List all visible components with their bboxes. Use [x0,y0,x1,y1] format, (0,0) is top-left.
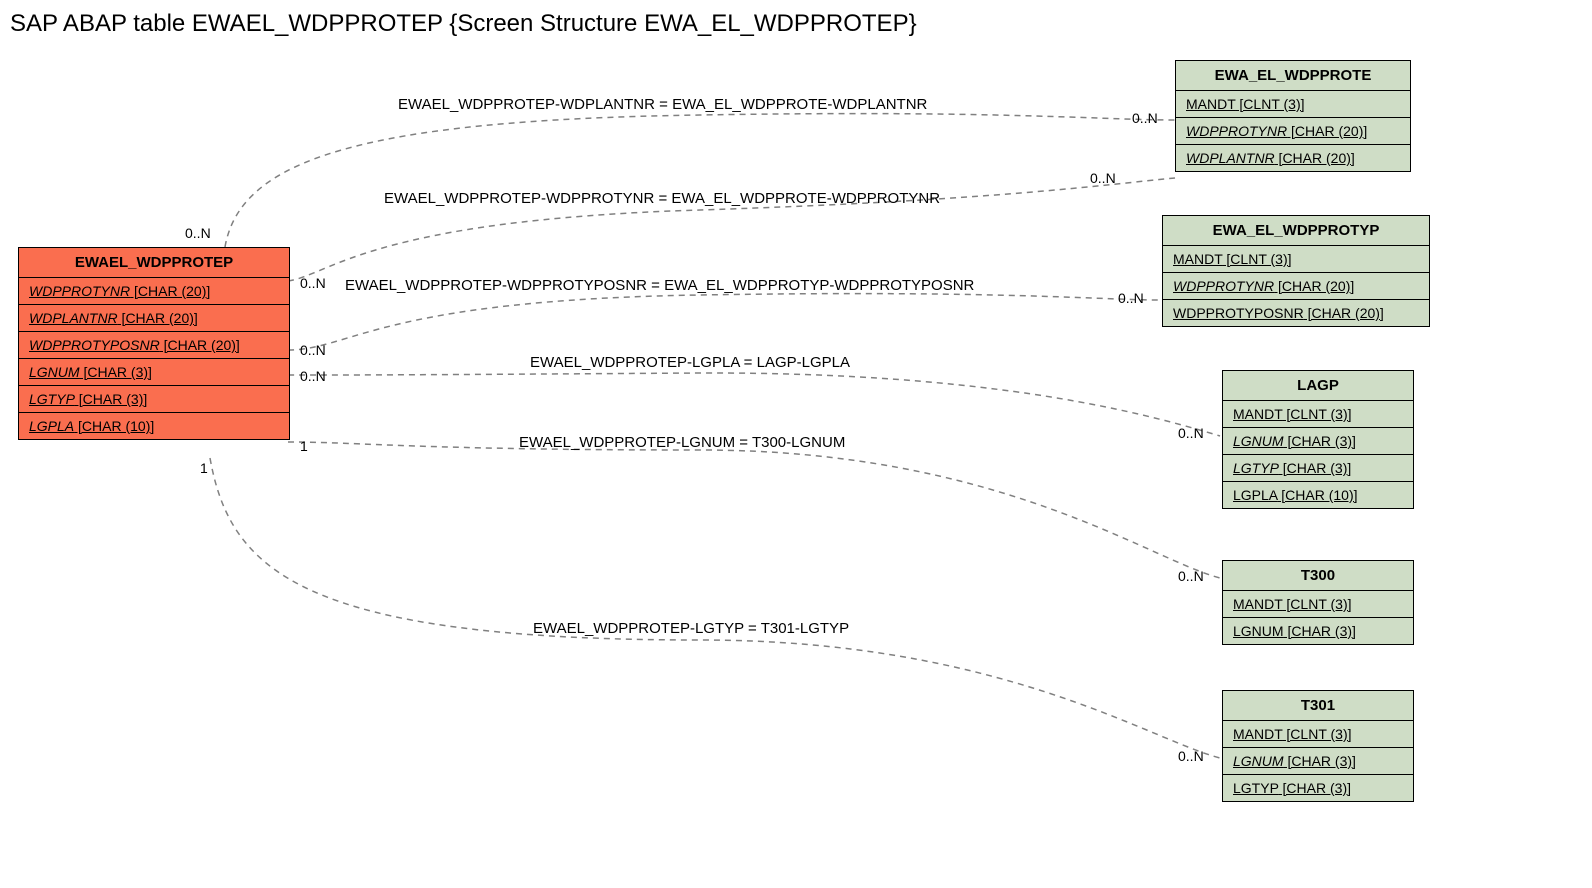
entity-field: WDPLANTNR [CHAR (20)] [19,305,289,332]
edge-label: EWAEL_WDPPROTEP-LGPLA = LAGP-LGPLA [530,354,850,371]
cardinality-dst: 0..N [1118,290,1144,306]
edge-label: EWAEL_WDPPROTEP-LGTYP = T301-LGTYP [533,620,849,637]
cardinality-src: 0..N [300,368,326,384]
entity-field: WDPPROTYPOSNR [CHAR (20)] [19,332,289,359]
cardinality-src: 0..N [300,275,326,291]
edge-label: EWAEL_WDPPROTEP-LGNUM = T300-LGNUM [519,434,845,451]
diagram-title: SAP ABAP table EWAEL_WDPPROTEP {Screen S… [10,10,917,38]
entity-field: MANDT [CLNT (3)] [1163,246,1429,273]
entity-header: EWA_EL_WDPPROTE [1176,61,1410,91]
cardinality-src: 0..N [185,225,211,241]
entity-field: LGNUM [CHAR (3)] [1223,618,1413,644]
entity-lagp: LAGPMANDT [CLNT (3)]LGNUM [CHAR (3)]LGTY… [1222,370,1414,509]
entity-field: WDPLANTNR [CHAR (20)] [1176,145,1410,171]
edge-label: EWAEL_WDPPROTEP-WDPPROTYNR = EWA_EL_WDPP… [384,190,940,207]
entity-field: WDPPROTYNR [CHAR (20)] [19,278,289,305]
edge-line [225,114,1175,247]
entity-header: T301 [1223,691,1413,721]
cardinality-dst: 0..N [1178,568,1204,584]
edge-line [210,458,1220,758]
entity-header: LAGP [1223,371,1413,401]
entity-header: T300 [1223,561,1413,591]
entity-field: MANDT [CLNT (3)] [1176,91,1410,118]
entity-field: MANDT [CLNT (3)] [1223,401,1413,428]
entity-field: LGTYP [CHAR (3)] [1223,455,1413,482]
entity-ewa_el_wdpprotyp: EWA_EL_WDPPROTYPMANDT [CLNT (3)]WDPPROTY… [1162,215,1430,327]
entity-field: LGNUM [CHAR (3)] [1223,748,1413,775]
cardinality-dst: 0..N [1178,425,1204,441]
edge-label: EWAEL_WDPPROTEP-WDPLANTNR = EWA_EL_WDPPR… [398,96,927,113]
entity-field: LGTYP [CHAR (3)] [1223,775,1413,801]
entity-t301: T301MANDT [CLNT (3)]LGNUM [CHAR (3)]LGTY… [1222,690,1414,802]
edge-line [288,373,1220,436]
entity-header: EWAEL_WDPPROTEP [19,248,289,278]
entity-header: EWA_EL_WDPPROTYP [1163,216,1429,246]
entity-t300: T300MANDT [CLNT (3)]LGNUM [CHAR (3)] [1222,560,1414,645]
entity-main: EWAEL_WDPPROTEPWDPPROTYNR [CHAR (20)]WDP… [18,247,290,440]
edge-line [288,442,1220,578]
edge-line [288,294,1160,350]
entity-ewa_el_wdpprote: EWA_EL_WDPPROTEMANDT [CLNT (3)]WDPPROTYN… [1175,60,1411,172]
entity-field: LGNUM [CHAR (3)] [1223,428,1413,455]
cardinality-src: 1 [300,438,308,454]
cardinality-src: 0..N [300,342,326,358]
entity-field: MANDT [CLNT (3)] [1223,591,1413,618]
cardinality-dst: 0..N [1132,110,1158,126]
entity-field: LGNUM [CHAR (3)] [19,359,289,386]
entity-field: MANDT [CLNT (3)] [1223,721,1413,748]
edge-label: EWAEL_WDPPROTEP-WDPPROTYPOSNR = EWA_EL_W… [345,277,974,294]
cardinality-dst: 0..N [1178,748,1204,764]
entity-field: LGPLA [CHAR (10)] [19,413,289,439]
entity-field: LGTYP [CHAR (3)] [19,386,289,413]
entity-field: LGPLA [CHAR (10)] [1223,482,1413,508]
cardinality-dst: 0..N [1090,170,1116,186]
entity-field: WDPPROTYPOSNR [CHAR (20)] [1163,300,1429,326]
entity-field: WDPPROTYNR [CHAR (20)] [1163,273,1429,300]
entity-field: WDPPROTYNR [CHAR (20)] [1176,118,1410,145]
cardinality-src: 1 [200,460,208,476]
